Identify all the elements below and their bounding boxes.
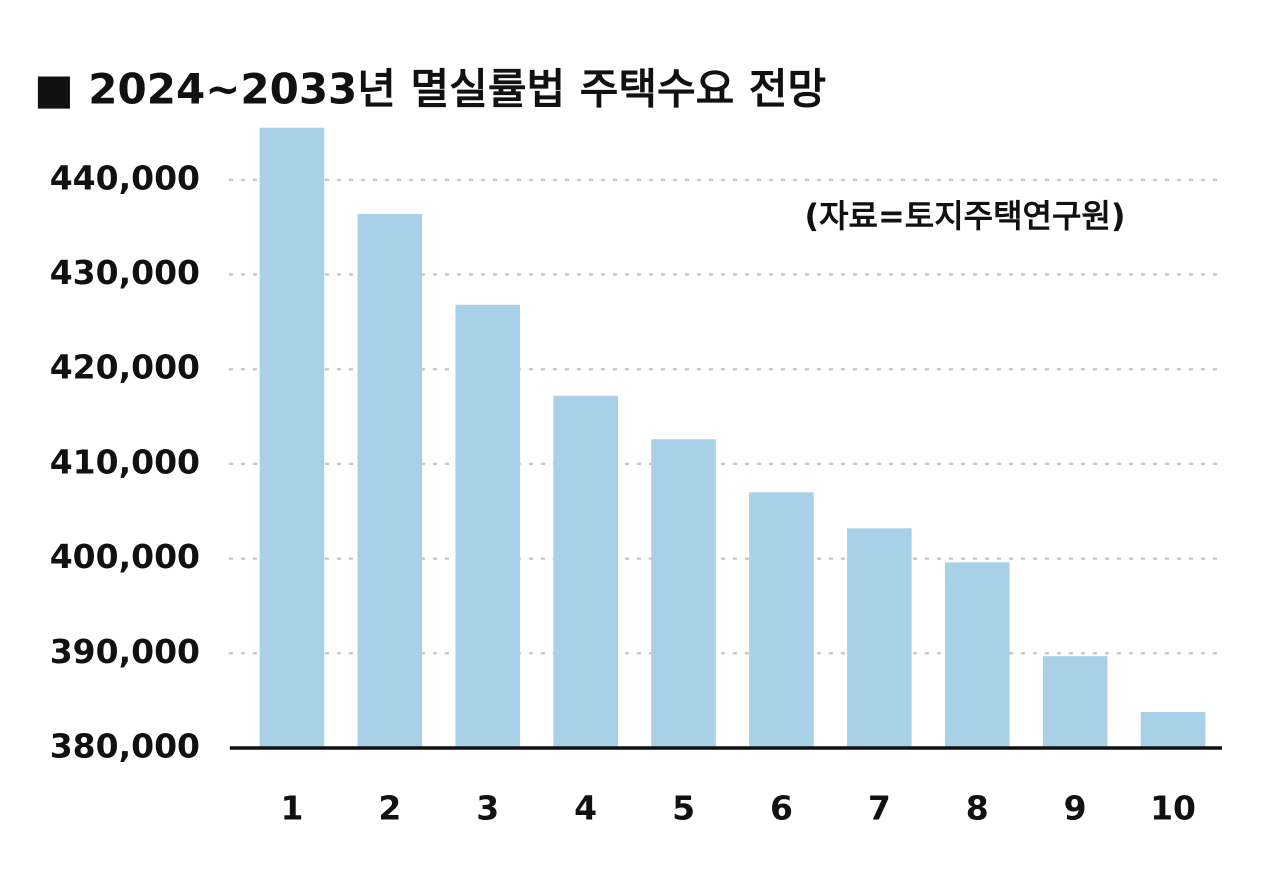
x-tick-label: 10 bbox=[1150, 789, 1196, 828]
bar bbox=[651, 439, 716, 748]
y-tick-label: 430,000 bbox=[50, 253, 200, 292]
x-tick-label: 2 bbox=[378, 789, 401, 828]
bar bbox=[847, 528, 912, 748]
bar bbox=[455, 304, 521, 748]
annotation: (자료=토지주택연구원) bbox=[804, 197, 1125, 235]
x-tick-label: 1 bbox=[280, 789, 303, 828]
x-tick-label: 8 bbox=[966, 789, 989, 828]
y-tick-label: 440,000 bbox=[50, 158, 200, 197]
y-tick-label: 410,000 bbox=[50, 442, 200, 481]
bar bbox=[749, 492, 814, 748]
bar bbox=[553, 395, 618, 748]
y-tick-label: 390,000 bbox=[50, 632, 200, 671]
bar bbox=[259, 127, 325, 748]
x-tick-label: 6 bbox=[770, 789, 793, 828]
chart-title: ■ 2024~2033년 멸실률법 주택수요 전망 bbox=[34, 65, 826, 114]
y-tick-label: 420,000 bbox=[50, 348, 200, 387]
bar bbox=[1042, 656, 1108, 748]
y-tick-label: 380,000 bbox=[50, 727, 200, 766]
x-tick-label: 9 bbox=[1064, 789, 1087, 828]
y-tick-label: 400,000 bbox=[50, 537, 200, 576]
x-tick-label: 5 bbox=[672, 789, 695, 828]
x-tick-label: 3 bbox=[476, 789, 499, 828]
bar bbox=[1140, 712, 1206, 748]
x-tick-label: 4 bbox=[574, 789, 597, 828]
bar bbox=[357, 213, 423, 749]
x-tick-label: 7 bbox=[868, 789, 891, 828]
bar bbox=[944, 562, 1010, 748]
